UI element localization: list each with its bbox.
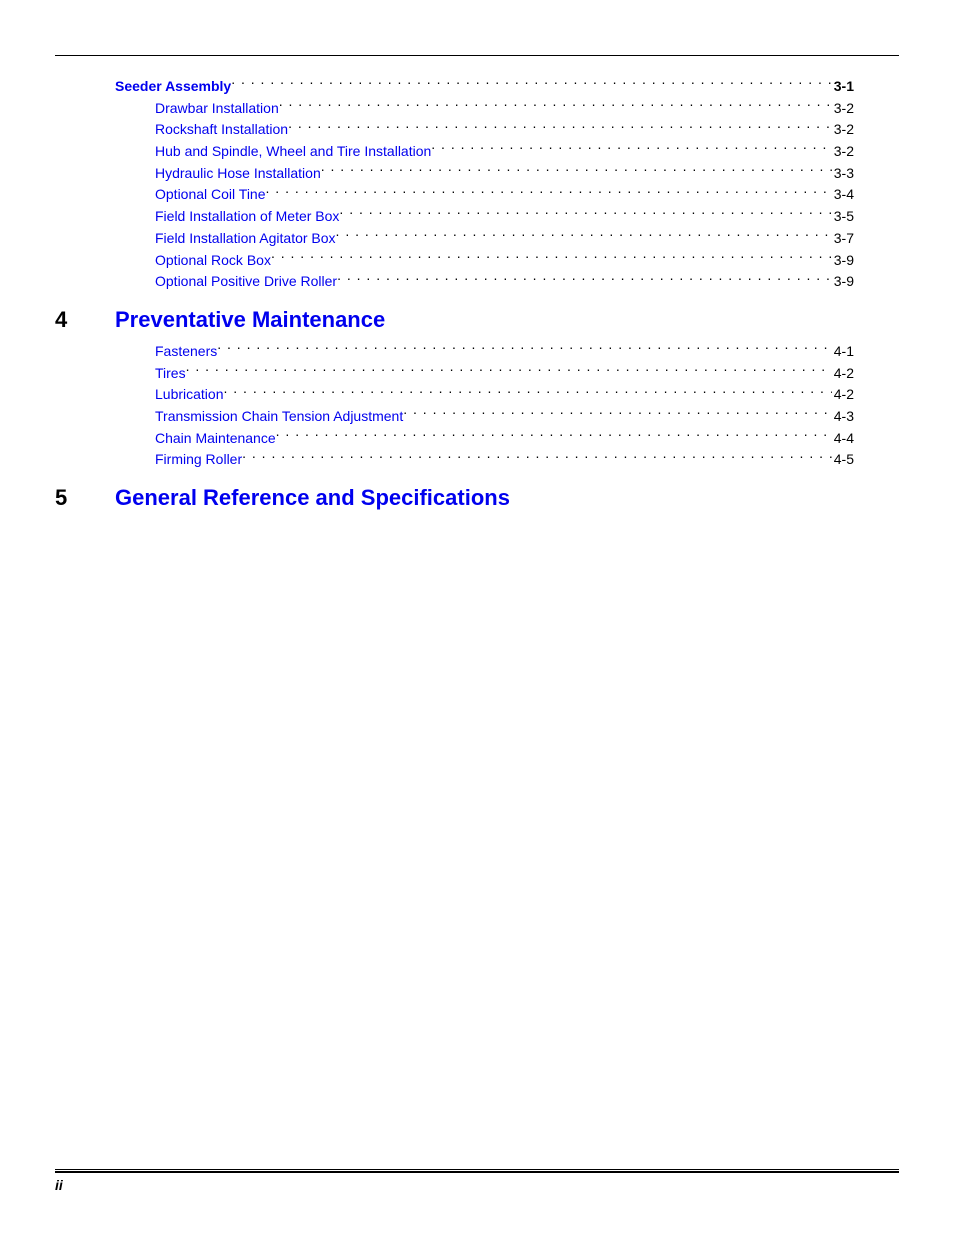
toc-link[interactable]: Drawbar Installation [155, 98, 279, 120]
toc-link[interactable]: Chain Maintenance [155, 428, 276, 450]
toc-page-number: 3-1 [832, 76, 854, 98]
chapter-title: Preventative Maintenance [115, 307, 385, 333]
toc-link[interactable]: Transmission Chain Tension Adjustment [155, 406, 403, 428]
toc-leader-dots [321, 164, 832, 178]
toc-entry: Drawbar Installation 3-2 [115, 98, 854, 120]
toc-page-number: 4-2 [832, 363, 854, 385]
toc-page-number: 3-2 [832, 98, 854, 120]
toc-link[interactable]: Hub and Spindle, Wheel and Tire Installa… [155, 141, 431, 163]
toc-entry: Optional Coil Tine 3-4 [115, 184, 854, 206]
toc-link[interactable]: Optional Positive Drive Roller [155, 271, 337, 293]
toc-leader-dots [431, 142, 831, 156]
toc-page-number: 4-3 [832, 406, 854, 428]
toc-link[interactable]: Seeder Assembly [115, 76, 231, 98]
toc-page-number: 4-1 [832, 341, 854, 363]
page-footer: ii [55, 1169, 899, 1193]
toc-entry: Hub and Spindle, Wheel and Tire Installa… [115, 141, 854, 163]
toc-leader-dots [231, 77, 832, 91]
toc-entry: Rockshaft Installation 3-2 [115, 119, 854, 141]
toc-page-number: 3-7 [832, 228, 854, 250]
toc-entry: Field Installation Agitator Box 3-7 [115, 228, 854, 250]
toc-entry: Hydraulic Hose Installation 3-3 [115, 163, 854, 185]
chapter-heading-4: 4 Preventative Maintenance [55, 307, 899, 333]
toc-page-number: 4-5 [832, 449, 854, 471]
footer-rule-thick [55, 1171, 899, 1173]
chapter-link[interactable]: Preventative Maintenance [115, 307, 385, 332]
toc-entry: Firming Roller 4-5 [115, 449, 854, 471]
toc-entry: Lubrication 4-2 [115, 384, 854, 406]
toc-page-number: 3-3 [832, 163, 854, 185]
toc-section-3: Seeder Assembly 3-1 Drawbar Installation… [55, 76, 899, 293]
toc-entry-seeder-assembly: Seeder Assembly 3-1 [115, 76, 854, 98]
toc-leader-dots [339, 207, 831, 221]
toc-leader-dots [337, 272, 832, 286]
toc-leader-dots [186, 364, 832, 378]
toc-entry: Tires 4-2 [115, 363, 854, 385]
footer-rule-thin [55, 1169, 899, 1170]
chapter-title: General Reference and Specifications [115, 485, 510, 511]
chapter-link[interactable]: General Reference and Specifications [115, 485, 510, 510]
toc-page-number: 4-4 [832, 428, 854, 450]
toc-leader-dots [403, 407, 832, 421]
footer-page-number: ii [55, 1177, 899, 1193]
toc-link[interactable]: Tires [155, 363, 186, 385]
toc-page-number: 3-4 [832, 184, 854, 206]
toc-link[interactable]: Firming Roller [155, 449, 242, 471]
toc-leader-dots [336, 229, 832, 243]
toc-leader-dots [217, 342, 832, 356]
toc-page-number: 3-2 [832, 141, 854, 163]
toc-entry: Field Installation of Meter Box 3-5 [115, 206, 854, 228]
toc-page-number: 3-2 [832, 119, 854, 141]
toc-page-number: 3-9 [832, 250, 854, 272]
chapter-number: 5 [55, 485, 115, 511]
toc-link[interactable]: Lubrication [155, 384, 224, 406]
toc-page-number: 3-5 [832, 206, 854, 228]
toc-entry: Optional Rock Box 3-9 [115, 250, 854, 272]
toc-link[interactable]: Field Installation of Meter Box [155, 206, 339, 228]
toc-link[interactable]: Field Installation Agitator Box [155, 228, 336, 250]
chapter-number: 4 [55, 307, 115, 333]
toc-leader-dots [266, 185, 832, 199]
toc-page-number: 4-2 [832, 384, 854, 406]
toc-link[interactable]: Hydraulic Hose Installation [155, 163, 321, 185]
toc-leader-dots [288, 120, 832, 134]
toc-link[interactable]: Rockshaft Installation [155, 119, 288, 141]
toc-entry: Transmission Chain Tension Adjustment 4-… [115, 406, 854, 428]
toc-page-number: 3-9 [832, 271, 854, 293]
toc-entry: Fasteners 4-1 [115, 341, 854, 363]
header-rule [55, 55, 899, 56]
toc-leader-dots [276, 429, 832, 443]
toc-leader-dots [242, 450, 832, 464]
toc-entry: Optional Positive Drive Roller 3-9 [115, 271, 854, 293]
toc-link[interactable]: Optional Rock Box [155, 250, 271, 272]
toc-link[interactable]: Fasteners [155, 341, 217, 363]
toc-leader-dots [279, 99, 832, 113]
toc-link[interactable]: Optional Coil Tine [155, 184, 266, 206]
chapter-heading-5: 5 General Reference and Specifications [55, 485, 899, 511]
toc-leader-dots [224, 385, 832, 399]
page-container: Seeder Assembly 3-1 Drawbar Installation… [0, 0, 954, 1235]
toc-entry: Chain Maintenance 4-4 [115, 428, 854, 450]
toc-leader-dots [271, 251, 832, 265]
toc-section-4: Fasteners 4-1 Tires 4-2 Lubrication 4-2 … [55, 341, 899, 471]
